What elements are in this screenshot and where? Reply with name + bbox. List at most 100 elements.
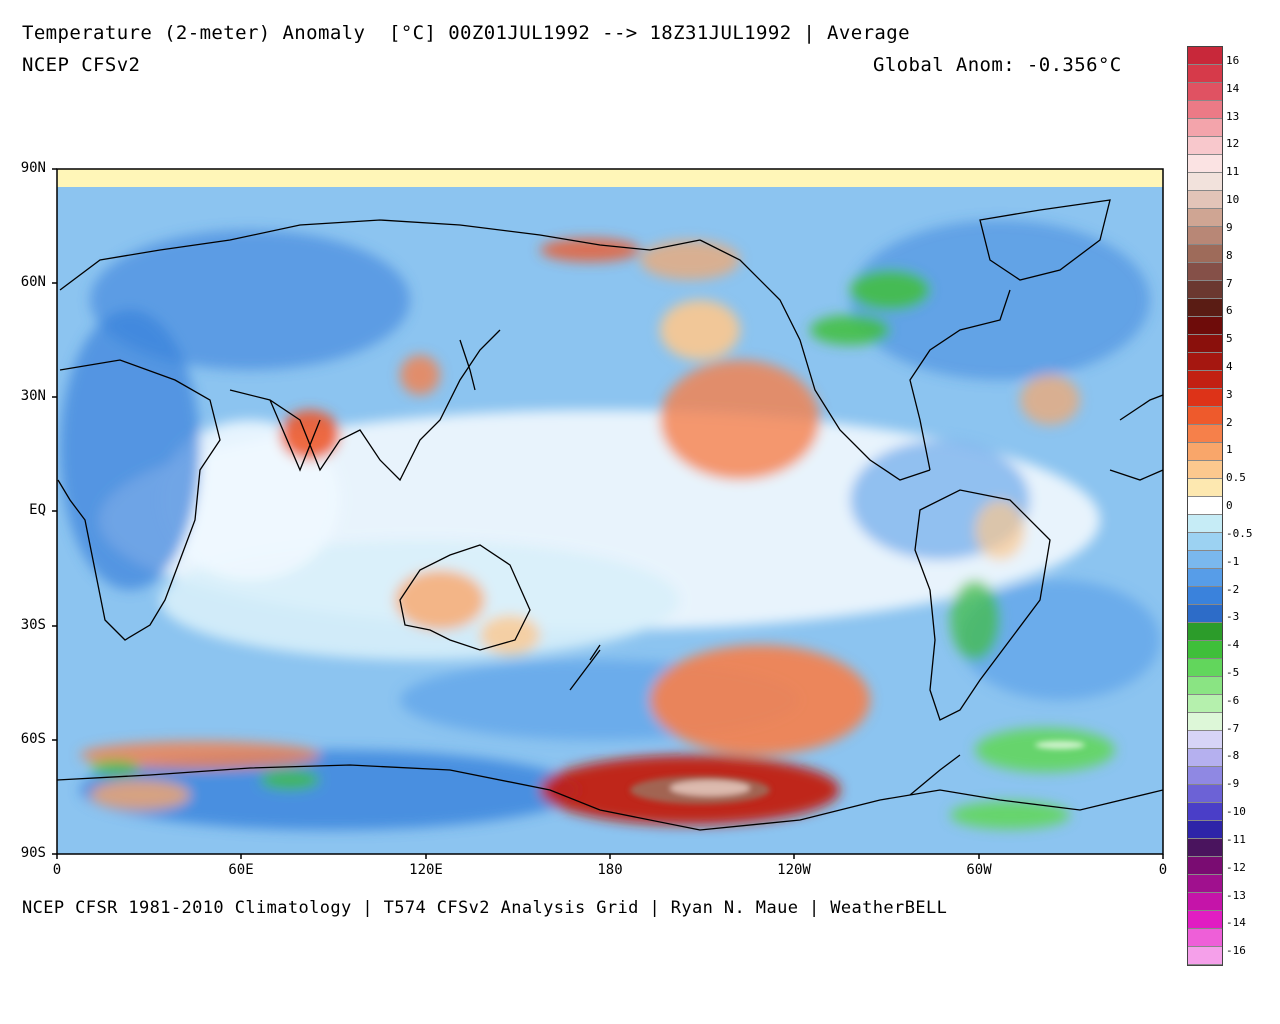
colorbar-swatch	[1188, 785, 1222, 803]
lat-label-30n: 30N	[20, 388, 46, 404]
colorbar-swatch	[1188, 839, 1222, 857]
colorbar-label: -10	[1226, 805, 1246, 819]
colorbar-label: -9	[1226, 777, 1240, 791]
colorbar-label: 0.5	[1226, 471, 1246, 485]
colorbar-label: -2	[1226, 582, 1240, 596]
arctic-band	[57, 169, 1163, 187]
colorbar	[1187, 46, 1223, 966]
colorbar-label: -0.5	[1226, 526, 1253, 540]
colorbar-swatch	[1188, 929, 1222, 947]
colorbar-label: 7	[1226, 276, 1233, 290]
colorbar-swatch	[1188, 407, 1222, 425]
colorbar-swatch	[1188, 137, 1222, 155]
colorbar-swatch	[1188, 551, 1222, 569]
lon-label-120w: 120W	[777, 862, 811, 878]
colorbar-label: 3	[1226, 387, 1233, 401]
colorbar-label: 16	[1226, 54, 1240, 67]
colorbar-swatch	[1188, 515, 1222, 533]
colorbar-swatch	[1188, 821, 1222, 839]
colorbar-swatch	[1188, 317, 1222, 335]
lon-label-60e: 60E	[228, 862, 254, 878]
coastlines	[57, 199, 1163, 831]
colorbar-swatch	[1188, 461, 1222, 479]
colorbar-swatch	[1188, 353, 1222, 371]
global-anomaly: Global Anom: -0.356°C	[873, 54, 1122, 76]
colorbar-label: -3	[1226, 610, 1240, 624]
colorbar-swatch	[1188, 623, 1222, 641]
colorbar-swatch	[1188, 245, 1222, 263]
lon-label-0: 0	[52, 862, 62, 878]
model-name: NCEP CFSv2	[22, 54, 141, 76]
credit-line: NCEP CFSR 1981-2010 Climatology | T574 C…	[22, 898, 948, 918]
colorbar-swatch	[1188, 713, 1222, 731]
colorbar-label: 6	[1226, 304, 1233, 318]
colorbar-label: -16	[1226, 944, 1246, 958]
colorbar-swatch	[1188, 299, 1222, 317]
colorbar-label: -7	[1226, 721, 1240, 735]
colorbar-swatch	[1188, 371, 1222, 389]
colorbar-label: 8	[1226, 248, 1233, 262]
colorbar-label: -1	[1226, 554, 1240, 568]
colorbar-swatch	[1188, 641, 1222, 659]
colorbar-swatch	[1188, 587, 1222, 605]
colorbar-swatch	[1188, 65, 1222, 83]
colorbar-swatch	[1188, 767, 1222, 785]
colorbar-swatch	[1188, 533, 1222, 551]
colorbar-swatch	[1188, 857, 1222, 875]
colorbar-swatch	[1188, 803, 1222, 821]
colorbar-swatch	[1188, 479, 1222, 497]
colorbar-label: 1	[1226, 443, 1233, 457]
lat-label-30s: 30S	[20, 617, 46, 633]
lat-label-60n: 60N	[20, 274, 46, 290]
colorbar-swatch	[1188, 749, 1222, 767]
colorbar-swatch	[1188, 263, 1222, 281]
colorbar-swatch	[1188, 677, 1222, 695]
lon-label-180: 180	[597, 862, 623, 878]
map-title: Temperature (2-meter) Anomaly [°C] 00Z01…	[22, 22, 910, 44]
anomaly-field	[60, 220, 1160, 830]
colorbar-swatch	[1188, 695, 1222, 713]
colorbar-label: 14	[1226, 81, 1240, 95]
colorbar-swatch	[1188, 155, 1222, 173]
lon-label-0-east: 0	[1158, 862, 1168, 878]
lat-label-90s: 90S	[20, 845, 46, 861]
colorbar-swatch	[1188, 425, 1222, 443]
colorbar-swatch	[1188, 281, 1222, 299]
colorbar-swatch	[1188, 731, 1222, 749]
colorbar-swatch	[1188, 443, 1222, 461]
colorbar-swatch	[1188, 209, 1222, 227]
colorbar-swatch	[1188, 173, 1222, 191]
colorbar-swatch	[1188, 659, 1222, 677]
colorbar-swatch	[1188, 83, 1222, 101]
colorbar-swatch	[1188, 101, 1222, 119]
axis-ticks	[52, 168, 1164, 859]
colorbar-label: 2	[1226, 415, 1233, 429]
colorbar-swatch	[1188, 875, 1222, 893]
colorbar-label: -4	[1226, 638, 1240, 652]
colorbar-label: 9	[1226, 220, 1233, 234]
colorbar-label: -8	[1226, 749, 1240, 763]
lon-label-120e: 120E	[409, 862, 443, 878]
colorbar-swatch	[1188, 893, 1222, 911]
colorbar-label: 11	[1226, 165, 1240, 179]
colorbar-swatch	[1188, 497, 1222, 515]
colorbar-label: 5	[1226, 332, 1233, 346]
colorbar-label: 10	[1226, 193, 1240, 207]
lat-label-60s: 60S	[20, 731, 46, 747]
colorbar-swatch	[1188, 605, 1222, 623]
colorbar-label: -6	[1226, 693, 1240, 707]
colorbar-swatch	[1188, 947, 1222, 965]
colorbar-label: 12	[1226, 137, 1240, 151]
colorbar-swatch	[1188, 911, 1222, 929]
colorbar-swatch	[1188, 227, 1222, 245]
colorbar-label: -13	[1226, 888, 1246, 902]
colorbar-label: 0	[1226, 499, 1233, 513]
lat-label-eq: EQ	[29, 502, 46, 518]
colorbar-swatch	[1188, 191, 1222, 209]
colorbar-swatch	[1188, 47, 1222, 65]
lat-label-90n: 90N	[20, 160, 46, 176]
lon-label-60w: 60W	[966, 862, 992, 878]
colorbar-swatch	[1188, 389, 1222, 407]
colorbar-label: -14	[1226, 916, 1246, 930]
